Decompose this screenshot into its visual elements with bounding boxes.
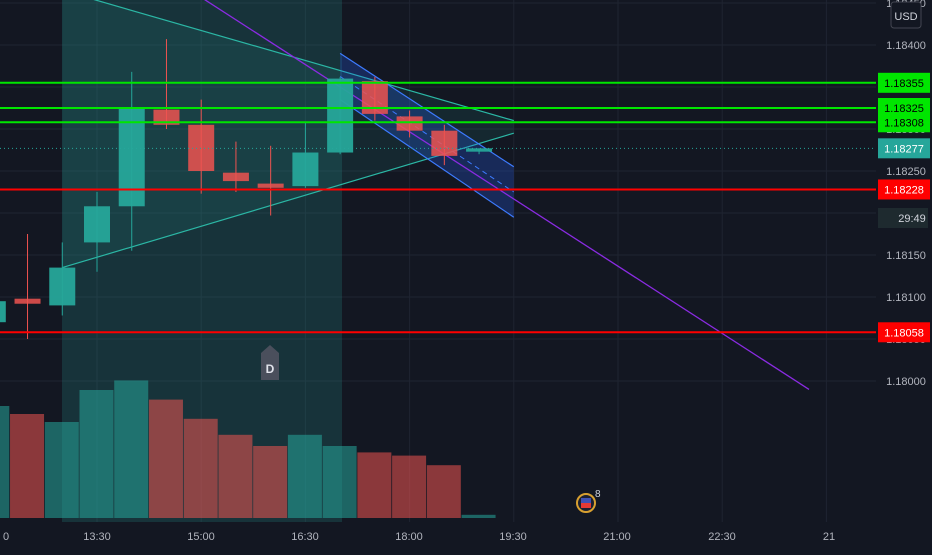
currency-label: USD: [894, 11, 917, 23]
time-tick-label-partial: 0: [3, 531, 9, 543]
candle[interactable]: [222, 141, 249, 192]
level-price-label[interactable]: 1.18308: [878, 112, 930, 133]
time-tick-label: 22:30: [708, 531, 736, 543]
candle[interactable]: [84, 192, 110, 272]
volume-bar: [218, 434, 253, 518]
svg-text:1.18325: 1.18325: [884, 103, 924, 115]
volume-bar: [392, 455, 427, 518]
level-price-label[interactable]: 1.18058: [878, 322, 930, 343]
level-price-label[interactable]: 1.18355: [878, 72, 930, 93]
economic-event-marker[interactable]: 8: [576, 489, 601, 513]
current-price-label[interactable]: 1.18277: [878, 138, 930, 159]
level-layer[interactable]: [0, 81, 878, 334]
channel-median-line: [339, 76, 515, 193]
time-tick-label: 19:30: [499, 531, 527, 543]
dividend-label: D: [266, 362, 275, 376]
svg-text:1.18355: 1.18355: [884, 78, 924, 90]
candle-body: [292, 152, 319, 187]
triangle-pattern-fill: [62, 0, 514, 268]
candle[interactable]: [292, 122, 319, 188]
candle[interactable]: [327, 76, 354, 155]
candle[interactable]: [257, 145, 284, 216]
volume-bar: [253, 446, 288, 518]
triangle-upper-line[interactable]: [62, 0, 514, 122]
volume-bar: [79, 390, 114, 518]
event-count: 8: [595, 489, 601, 500]
price-axis[interactable]: 1.184501.184001.183501.183001.182501.182…: [876, 0, 932, 522]
volume-bar: [0, 406, 10, 518]
volume-bar: [426, 465, 461, 518]
currency-badge[interactable]: USD: [890, 1, 922, 29]
volume-bar: [322, 446, 357, 518]
volume-layer: [0, 380, 496, 518]
time-tick-label: 15:00: [187, 531, 215, 543]
price-tick-label: 1.18100: [886, 292, 926, 304]
volume-bar: [148, 399, 183, 518]
svg-text:1.18228: 1.18228: [884, 184, 924, 196]
candle[interactable]: [153, 39, 180, 129]
time-tick-label: 13:30: [83, 531, 111, 543]
svg-text:1.18277: 1.18277: [884, 143, 924, 155]
candle-body: [0, 301, 6, 323]
level-price-label[interactable]: 1.18228: [878, 179, 930, 200]
candle[interactable]: [396, 110, 423, 138]
price-tick-label: 1.18400: [886, 40, 926, 52]
svg-text:1.18058: 1.18058: [884, 327, 924, 339]
trend-line[interactable]: [184, 0, 810, 390]
price-tick-label: 1.18250: [886, 166, 926, 178]
time-axis-background: [0, 522, 932, 550]
channel-lower-line[interactable]: [339, 99, 515, 218]
volume-bar: [44, 422, 79, 518]
countdown-label: 29:49: [898, 213, 926, 225]
candle[interactable]: [14, 234, 41, 339]
candle[interactable]: [431, 124, 458, 166]
time-tick-label: 21:00: [603, 531, 631, 543]
candle-body: [153, 109, 180, 125]
candle-body: [49, 267, 76, 306]
candle-body: [222, 172, 249, 182]
candle-body: [257, 183, 284, 188]
time-tick-label: 18:00: [395, 531, 423, 543]
dividend-marker[interactable]: D: [261, 345, 279, 380]
volume-bar: [461, 514, 496, 518]
time-tick-label: 21: [823, 531, 835, 543]
candle[interactable]: [49, 242, 76, 316]
time-axis[interactable]: 13:30 15:00 16:30 18:00 19:30 21:00 22:30 21 0: [0, 522, 932, 550]
candle-body: [84, 206, 110, 243]
candle[interactable]: [0, 297, 6, 347]
price-tick-label: 1.18000: [886, 376, 926, 388]
time-tick-label: 16:30: [291, 531, 319, 543]
price-tick-label: 1.18150: [886, 250, 926, 262]
candle[interactable]: [466, 148, 493, 155]
candle-body: [431, 130, 458, 156]
bar-countdown: 29:49: [878, 208, 928, 228]
svg-text:1.18308: 1.18308: [884, 117, 924, 129]
volume-bar: [10, 414, 45, 518]
volume-bar: [287, 434, 322, 518]
volume-bar: [357, 452, 392, 518]
candle-body: [396, 116, 423, 131]
volume-bar: [114, 380, 149, 518]
candle-body: [327, 78, 354, 153]
candle-body: [466, 148, 493, 152]
volume-bar: [183, 418, 218, 518]
candle-body: [14, 298, 41, 304]
